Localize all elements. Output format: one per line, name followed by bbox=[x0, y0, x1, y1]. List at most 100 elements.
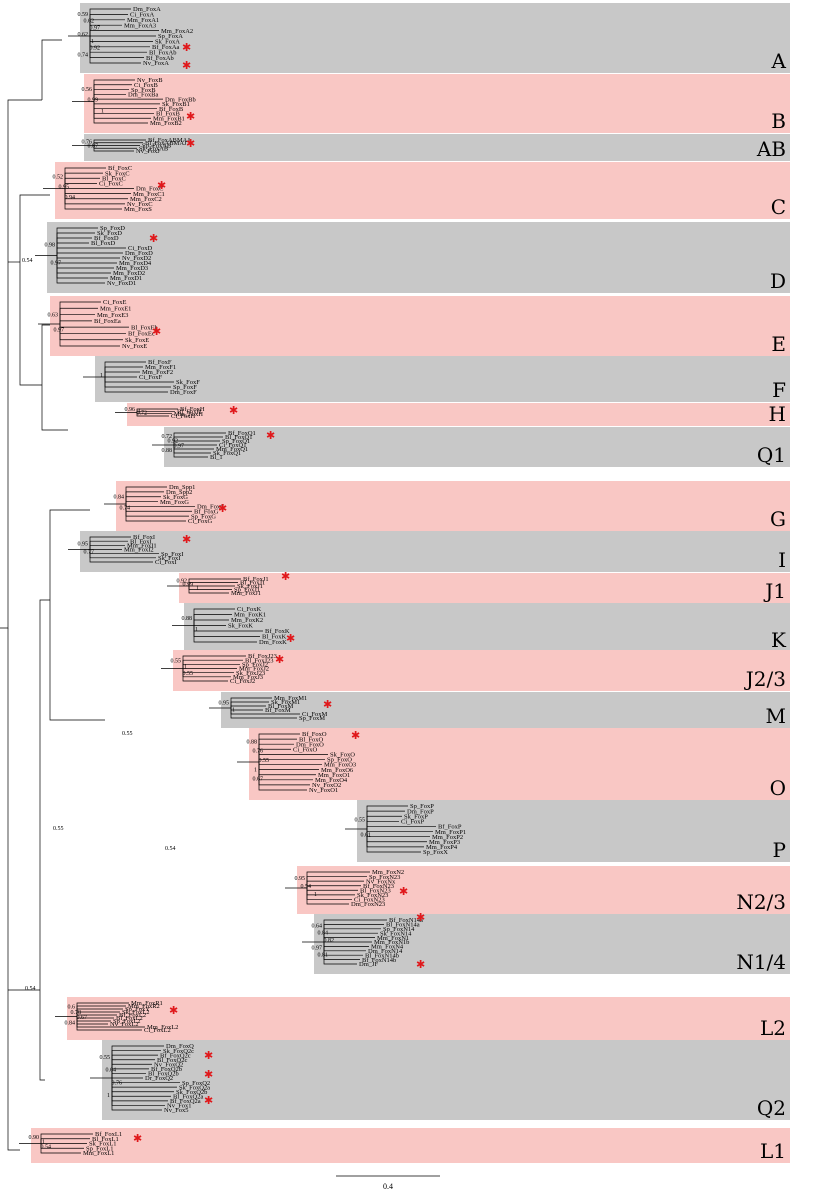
backbone-branch bbox=[19, 194, 50, 386]
branch bbox=[182, 663, 240, 669]
leaf-label: Bf_FoxAb bbox=[146, 55, 174, 62]
support-value: 0.88 bbox=[162, 448, 173, 454]
star-icon: ✱ bbox=[149, 232, 158, 245]
leaf-label: Sp_FoxG bbox=[191, 513, 216, 520]
leaf-label: Dm_Spp2 bbox=[166, 489, 192, 496]
support-value: 0.72 bbox=[162, 434, 173, 440]
leaf-label: Mm_FoxQ1 bbox=[216, 446, 248, 453]
support-value: 0.52 bbox=[53, 174, 64, 180]
leaf-label: Ci_FoxK bbox=[237, 606, 262, 613]
clade-label-i: I bbox=[778, 548, 786, 572]
leaf-label: Nv_FoxJ bbox=[136, 148, 160, 155]
clade-band-c bbox=[55, 162, 790, 219]
leaf-label: Dm_FoxF bbox=[170, 389, 197, 396]
backbone-branch bbox=[41, 39, 62, 100]
leaf-label: Sp_FoxN14 bbox=[383, 926, 415, 933]
branch bbox=[258, 762, 307, 791]
branch bbox=[93, 145, 134, 152]
branch bbox=[136, 412, 169, 417]
clade-band-g bbox=[116, 481, 790, 531]
star-icon: ✱ bbox=[229, 404, 238, 417]
clade-label-h: H bbox=[769, 402, 786, 426]
leaf-label: Mm_FoxN1 bbox=[377, 935, 409, 942]
leaf-label: Dm_FoxQ bbox=[166, 1043, 194, 1050]
clade-label-b: B bbox=[771, 109, 786, 133]
leaf-label: Bf_FoxP bbox=[438, 824, 462, 831]
branch bbox=[93, 98, 163, 102]
support-value: 0.64 bbox=[312, 923, 323, 929]
clade-band-j23 bbox=[173, 650, 790, 691]
clade-label-p: P bbox=[773, 838, 786, 862]
leaf-label: Sk_FoxA bbox=[155, 39, 180, 46]
leaf-label: Bl_FoxD bbox=[91, 240, 116, 247]
leaf-label: Sk_FoxG bbox=[163, 494, 188, 501]
star-icon: ✱ bbox=[186, 137, 195, 150]
branch bbox=[56, 252, 123, 256]
support-value: 0.67 bbox=[77, 1015, 88, 1021]
support-value: 0.84 bbox=[318, 931, 329, 937]
branch bbox=[89, 544, 125, 550]
clade-label-g: G bbox=[770, 507, 786, 531]
support-value: 0.67 bbox=[253, 777, 264, 783]
support-value: 0.95 bbox=[59, 185, 70, 191]
leaf-label: Dm_FoxN23 bbox=[351, 901, 385, 908]
leaf-label: Ci_FoxE bbox=[103, 299, 127, 306]
leaf-label: Bl_FoxB bbox=[156, 111, 181, 118]
leaf-label: Mm_FoxJ2 bbox=[239, 666, 269, 673]
leaf-label: Nv_FoxQ2 bbox=[154, 1061, 183, 1068]
clade-label-j1: J1 bbox=[763, 579, 786, 603]
clade-band-f bbox=[95, 356, 790, 402]
leaf-label: Mm_FoxO4 bbox=[315, 777, 348, 784]
clade-band-n14 bbox=[314, 914, 790, 974]
leaf-label: Bl_FoxN14b bbox=[365, 952, 399, 959]
clade-band-b bbox=[84, 74, 790, 133]
leaf-label: Mm_FoxD2 bbox=[113, 270, 145, 277]
support-value: 0.95 bbox=[295, 876, 306, 882]
leaf-label: Dm_Spp1 bbox=[169, 484, 195, 491]
leaf-label: Nv_FoxD1 bbox=[107, 280, 136, 287]
support-value: 0.92 bbox=[177, 579, 188, 585]
leaf-label: Sk_FoxN14 bbox=[380, 930, 412, 937]
leaf-label: Mm_FoxF2 bbox=[142, 369, 173, 376]
support-value: 0.74 bbox=[120, 506, 131, 512]
branch bbox=[40, 1143, 81, 1154]
support-value: 0.54 bbox=[41, 1144, 52, 1150]
backbone-branch bbox=[41, 324, 68, 431]
leaf-label: Mm_FoxJ3 bbox=[233, 674, 263, 681]
leaf-label: Mm_FoxO6 bbox=[321, 767, 354, 774]
support-value: 0.99 bbox=[183, 582, 194, 588]
star-icon: ✱ bbox=[182, 41, 191, 54]
leaf-label: Bl_FoxH bbox=[177, 409, 202, 416]
clade-band-j1 bbox=[179, 573, 790, 603]
leaf-label: Sk_FoxF bbox=[176, 379, 200, 386]
leaf-label: Sp_FoxY bbox=[125, 1006, 150, 1013]
leaf-label: Sp_FoxD bbox=[100, 225, 125, 232]
leaf-label: Bf_FoxEa bbox=[94, 318, 121, 325]
star-icon: ✱ bbox=[204, 1049, 213, 1062]
star-icon: ✱ bbox=[157, 179, 166, 192]
support-value: 1 bbox=[195, 627, 198, 633]
support-value: 0.55 bbox=[355, 817, 366, 823]
leaf-label: Mm_FoxD4 bbox=[119, 260, 152, 267]
leaf-label: Ci_FoxG bbox=[188, 518, 213, 525]
star-icon: ✱ bbox=[323, 698, 332, 711]
scale-bar-label: 0.4 bbox=[383, 1182, 393, 1191]
branch bbox=[306, 885, 361, 888]
branch bbox=[89, 30, 159, 36]
leaf-label: Ci_FoxN23 bbox=[354, 897, 385, 904]
support-value: 0.97 bbox=[90, 25, 101, 31]
leaf-label: Bf_FoxEc bbox=[128, 331, 155, 338]
leaf-label: Mm_FoxN2 bbox=[372, 869, 404, 876]
support-value: 1 bbox=[232, 707, 235, 713]
leaf-label: Bl_FoxQ2b bbox=[148, 1071, 179, 1078]
leaf-label: Mm_FoxR2 bbox=[128, 1003, 160, 1010]
leaf-label: Bl_FoxEb bbox=[131, 324, 158, 331]
leaf-label: Bl_FoxO bbox=[299, 736, 324, 743]
leaf-label: Sp_FoxAB bbox=[142, 143, 172, 150]
leaf-label: Dr_FoxQ2 bbox=[145, 1075, 173, 1082]
branch bbox=[76, 1016, 142, 1031]
leaf-label: Nv_FoxO2 bbox=[312, 782, 341, 789]
branch bbox=[182, 668, 228, 682]
star-icon: ✱ bbox=[218, 502, 227, 515]
